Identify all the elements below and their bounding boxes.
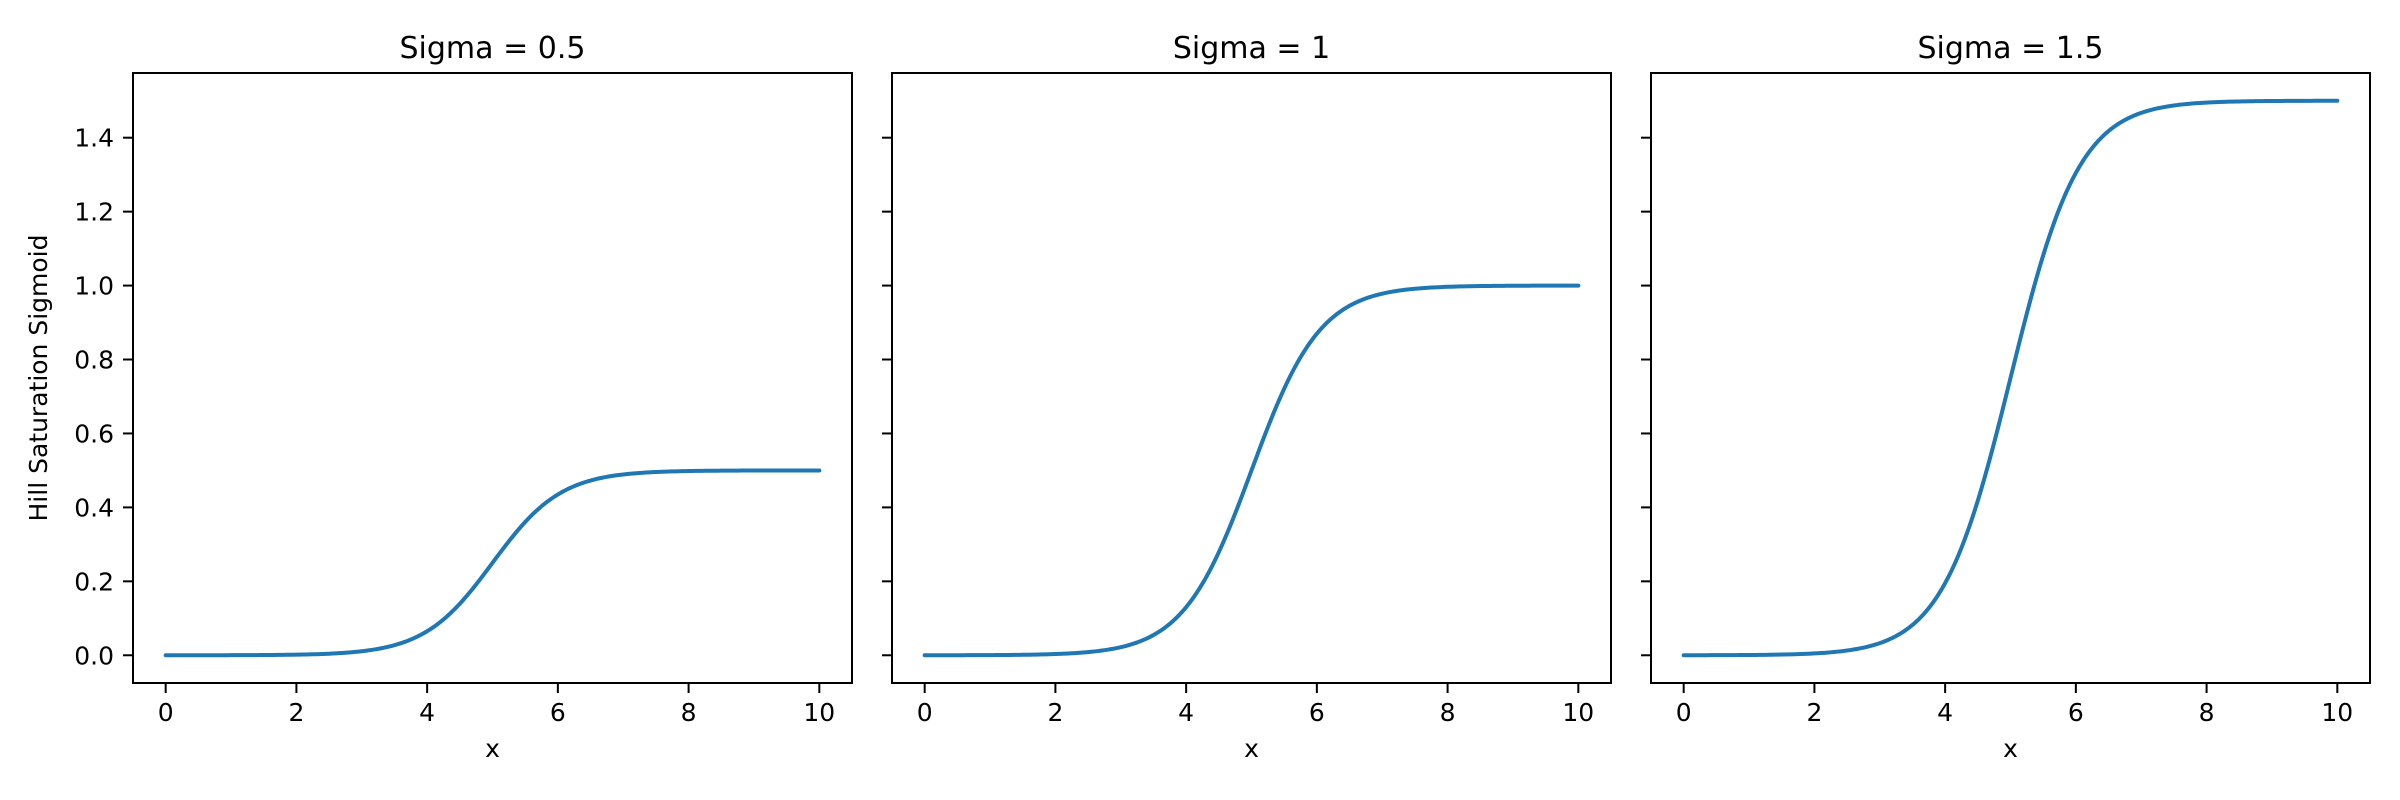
curve-line (163, 468, 822, 658)
x-tick-label: 10 (803, 698, 835, 727)
x-tick-label: 4 (1178, 698, 1194, 727)
y-tick-label: 1.4 (74, 124, 114, 153)
x-tick-label: 8 (2199, 698, 2215, 727)
x-tick-label: 8 (681, 698, 697, 727)
axes-frame (891, 72, 1612, 684)
y-tick-label: 0.6 (74, 419, 114, 448)
x-axis-label: x (1244, 734, 1259, 763)
x-tick-label: 2 (288, 698, 304, 727)
curve-line (922, 283, 1581, 658)
subplot-1: 0 2 4 6 8 10 0.0 0.2 0.4 0.6 0.8 1.0 1.2 1.4 Sigma = 0… (74, 31, 853, 763)
x-tick-label: 0 (1676, 698, 1692, 727)
y-tick-label: 0.0 (74, 641, 114, 670)
axes-frame (1650, 72, 2371, 684)
x-tick-label: 2 (1047, 698, 1063, 727)
subplot-title: Sigma = 1.5 (1918, 31, 2104, 66)
x-tick-label: 6 (1309, 698, 1325, 727)
subplot-title: Sigma = 1 (1173, 31, 1330, 66)
y-tick-label: 0.8 (74, 346, 114, 375)
curve-line (1681, 98, 2340, 658)
x-tick-label: 10 (2321, 698, 2353, 727)
x-tick-label: 6 (550, 698, 566, 727)
x-tick-label: 4 (1937, 698, 1953, 727)
x-axis-label: x (485, 734, 500, 763)
x-tick-label: 6 (2068, 698, 2084, 727)
subplot-2: 0 2 4 6 8 10 Sigma = 1 x (882, 31, 1612, 763)
y-tick-label: 0.4 (74, 493, 114, 522)
subplot-title: Sigma = 0.5 (400, 31, 586, 66)
axes-frame (132, 72, 853, 684)
x-tick-label: 0 (158, 698, 174, 727)
y-axis-label: Hill Saturation Sigmoid (24, 235, 53, 522)
y-tick-label: 0.2 (74, 567, 114, 596)
y-tick-label: 1.2 (74, 198, 114, 227)
x-tick-label: 8 (1440, 698, 1456, 727)
x-tick-label: 2 (1806, 698, 1822, 727)
x-tick-label: 0 (917, 698, 933, 727)
x-axis-label: x (2003, 734, 2018, 763)
subplot-3: 0 2 4 6 8 10 Sigma = 1.5 x (1641, 31, 2371, 763)
y-tick-label: 1.0 (74, 272, 114, 301)
x-tick-label: 4 (419, 698, 435, 727)
x-tick-label: 10 (1562, 698, 1594, 727)
